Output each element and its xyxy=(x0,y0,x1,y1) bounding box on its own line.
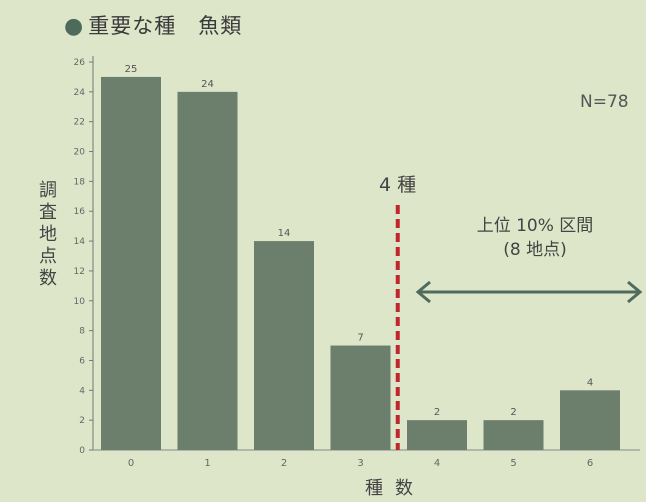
bar-data-label: 4 xyxy=(587,377,593,388)
y-tick-label: 8 xyxy=(79,327,85,337)
y-tick-label: 20 xyxy=(74,148,86,158)
chart-title-text: 重要な種 魚類 xyxy=(88,14,243,38)
top-range-label: 上位 10% 区間 (8 地点) xyxy=(440,214,630,262)
bar xyxy=(330,345,391,450)
x-tick-label: 5 xyxy=(510,458,516,469)
x-tick-label: 2 xyxy=(281,458,287,469)
cutoff-label: 4 種 xyxy=(379,174,417,196)
range-arrow-left-head-icon xyxy=(415,280,431,304)
y-tick-label: 0 xyxy=(79,446,85,456)
bar-data-label: 14 xyxy=(278,228,291,239)
bar xyxy=(101,76,161,450)
bar xyxy=(407,420,467,450)
x-tick-label: 1 xyxy=(204,458,210,469)
y-tick-label: 10 xyxy=(74,297,86,307)
bar xyxy=(483,420,544,450)
y-tick-label: 4 xyxy=(79,386,85,396)
x-tick-label: 3 xyxy=(357,458,363,469)
bar xyxy=(254,241,314,450)
bar xyxy=(560,390,620,450)
bullet-icon: ● xyxy=(64,14,85,39)
top-range-label-line1: 上位 10% 区間 xyxy=(476,216,594,236)
top-range-label-line2: (8 地点) xyxy=(503,240,567,260)
y-tick-label: 6 xyxy=(79,356,85,366)
y-tick-label: 26 xyxy=(74,58,86,68)
y-tick-label: 22 xyxy=(74,118,85,128)
x-tick-label: 4 xyxy=(434,458,440,469)
bar-data-label: 2 xyxy=(510,407,516,418)
y-tick-label: 16 xyxy=(74,207,86,217)
chart-title: ● 重要な種 魚類 xyxy=(64,10,242,40)
y-tick-label: 2 xyxy=(79,416,85,426)
y-tick-label: 14 xyxy=(74,237,86,247)
range-arrow-right-head-icon xyxy=(627,280,643,304)
y-tick-label: 18 xyxy=(74,177,86,187)
sample-size-label: N=78 xyxy=(580,92,629,112)
x-tick-label: 0 xyxy=(128,458,134,469)
y-tick-label: 24 xyxy=(74,88,86,98)
bar-data-label: 25 xyxy=(125,64,138,75)
y-axis-label: 調査地点数 xyxy=(39,180,57,289)
bar-data-label: 24 xyxy=(201,79,214,90)
bar xyxy=(177,91,238,450)
bar-data-label: 7 xyxy=(357,333,363,344)
bar-data-label: 2 xyxy=(434,407,440,418)
y-tick-label: 12 xyxy=(74,267,85,277)
x-tick-label: 6 xyxy=(587,458,593,469)
x-axis-label: 種数 xyxy=(365,478,425,499)
